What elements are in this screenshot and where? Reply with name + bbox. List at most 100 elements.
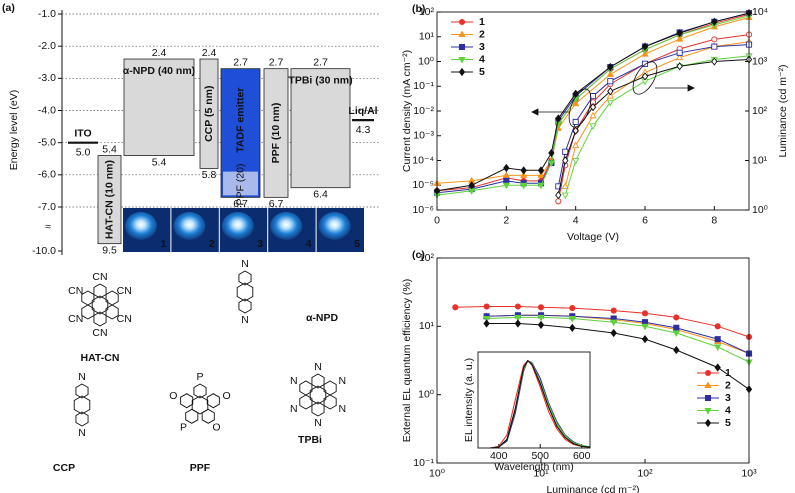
marker <box>606 99 614 107</box>
axis-break: ≈ <box>45 221 51 233</box>
atom-label: N <box>290 403 298 415</box>
y-tick-label: 10² <box>419 252 435 264</box>
marker <box>589 102 597 112</box>
ring <box>323 380 337 396</box>
marker <box>641 310 649 317</box>
marker <box>641 323 649 331</box>
legend-label: 2 <box>725 379 731 391</box>
y2-tick-label: 10¹ <box>752 154 768 166</box>
marker <box>537 166 545 175</box>
x-tick-label: 500 <box>531 450 549 462</box>
marker <box>676 53 684 61</box>
atom-label: N <box>338 375 346 387</box>
marker <box>572 126 579 135</box>
marker <box>714 336 721 343</box>
y-tick-label: 10⁰ <box>418 55 435 67</box>
x-tick-label: 400 <box>490 450 508 462</box>
marker <box>589 123 597 130</box>
atom-label: N <box>241 258 249 270</box>
atom-label: CN <box>68 285 83 297</box>
panel-label: (a) <box>2 2 15 14</box>
ring <box>193 383 207 399</box>
marker <box>673 314 680 321</box>
y-tick-label: 10⁻⁶ <box>412 204 434 216</box>
energy-box <box>123 58 195 156</box>
marker <box>673 324 680 331</box>
device-glow <box>173 212 206 240</box>
marker <box>514 319 522 328</box>
homo-label: 5.8 <box>202 169 217 181</box>
series-line <box>557 59 750 196</box>
legend-label: 1 <box>479 16 485 28</box>
axes-frame <box>436 257 750 464</box>
electrode-name: ITO <box>74 127 91 139</box>
atom-label: N <box>314 361 322 373</box>
marker <box>537 304 545 311</box>
layer-name: CCP (5 nm) <box>203 86 215 142</box>
y-tick-label: -7.0 <box>38 201 56 213</box>
marker <box>711 17 718 26</box>
x-axis-label: Luminance (cd m⁻²) <box>546 484 639 493</box>
annotation-ellipse <box>632 61 658 95</box>
annotations-b <box>531 61 695 128</box>
molecule-name: CCP <box>53 462 75 474</box>
ring <box>201 408 215 424</box>
marker <box>514 314 522 322</box>
marker <box>589 111 597 119</box>
marker <box>641 72 649 81</box>
ring <box>105 304 119 320</box>
ring <box>75 411 89 427</box>
atom-label: O <box>169 390 177 402</box>
marker <box>676 29 683 38</box>
lumo-label: 2.7 <box>233 56 248 68</box>
marker <box>502 171 510 178</box>
marker <box>537 171 545 178</box>
y-tick-label: 10⁰ <box>418 388 435 400</box>
homo-label: 6.7 <box>269 198 284 210</box>
panel-label: (b) <box>412 3 425 15</box>
atom-label: N <box>314 417 322 429</box>
level-label: 5.0 <box>76 146 91 158</box>
device-label: 2 <box>209 238 215 250</box>
device-glow <box>125 212 157 240</box>
arrow-head <box>687 84 695 92</box>
y-tick-label: -6.0 <box>38 169 56 181</box>
x-tick-label: 10¹ <box>533 467 549 479</box>
legend-marker <box>458 30 466 38</box>
marker <box>572 141 580 149</box>
device-label: 4 <box>306 238 312 250</box>
marker <box>607 62 614 72</box>
marker <box>503 163 510 173</box>
level-label: 4.3 <box>356 124 371 136</box>
y-axis-label: Energy level (eV) <box>8 90 20 171</box>
host-box <box>223 171 258 196</box>
legend-marker <box>704 418 712 428</box>
ring <box>299 380 313 396</box>
ring <box>238 298 252 314</box>
ring <box>73 395 91 415</box>
series-line <box>490 359 591 449</box>
marker <box>572 157 580 165</box>
legend-marker <box>458 43 466 51</box>
device-glow <box>318 212 351 240</box>
lumo-label: 2.4 <box>152 47 167 59</box>
lumo-label: 2.4 <box>202 47 217 59</box>
y2-axis-label: Luminance (cd m⁻²) <box>777 64 789 157</box>
annotation-ellipse <box>568 88 592 128</box>
series-line <box>564 55 750 196</box>
atom-label: CN <box>68 313 83 325</box>
marker <box>676 49 683 56</box>
marker <box>548 148 555 158</box>
ring <box>238 270 252 286</box>
marker <box>547 160 556 167</box>
marker <box>672 330 680 338</box>
y-tick-label: 10¹ <box>419 31 435 43</box>
marker <box>641 42 649 51</box>
arrow-head <box>531 108 539 116</box>
lumo-label: 2.7 <box>269 56 284 68</box>
molecule-name: HAT-CN <box>81 352 120 364</box>
atom-label: CN <box>92 271 107 283</box>
x-tick-label: 10⁰ <box>429 467 446 479</box>
atom-label: P <box>180 421 187 433</box>
